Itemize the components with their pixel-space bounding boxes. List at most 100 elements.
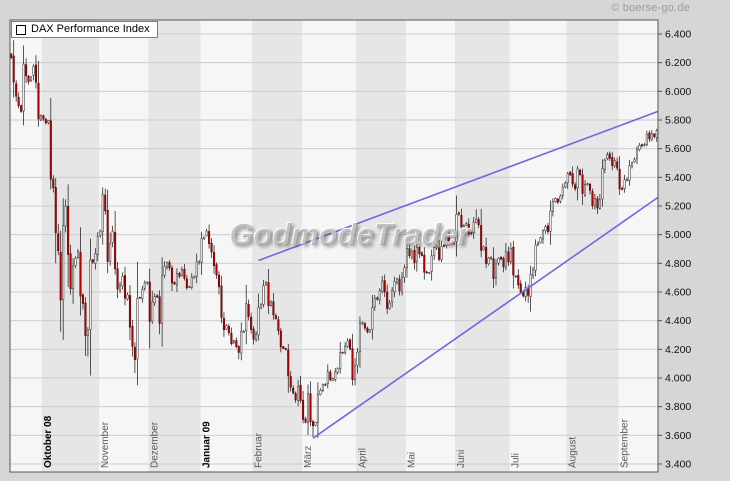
candle-body [180,269,183,276]
candle-body [574,184,577,190]
candle-body [91,259,94,263]
candle-body [96,236,99,255]
candle-body [460,215,463,228]
candle-body [443,244,446,247]
candle-body [64,205,67,227]
candle-body [222,318,225,331]
candle-body [329,371,332,381]
candle-body [603,160,606,170]
candle-body [418,246,421,255]
candle-body [247,304,250,317]
candle-body [618,168,621,190]
candle-body [76,251,80,258]
candle-body [12,55,15,83]
candle-body [396,278,399,283]
candle-body [499,256,502,260]
y-axis-label: 4.800 [665,258,691,270]
candle-body [591,191,594,206]
candle-body [433,247,436,256]
candle-body [25,64,28,77]
candle-body [492,258,495,279]
x-axis-label: Juli [511,453,522,468]
candle-body [86,329,89,336]
candle-body [307,393,310,423]
y-axis-label: 4.000 [665,373,691,385]
y-axis-label: 3.600 [665,430,691,442]
candle-body [79,251,82,297]
candle-body [30,76,33,81]
candle-body [440,246,443,260]
candle-body [532,268,535,276]
candle-body [452,242,455,245]
lower-wedge-line [312,196,659,439]
candle-body [94,253,97,264]
candle-body [541,230,545,240]
candle-body [593,198,596,207]
candle-body [114,232,117,270]
y-axis-label: 5.000 [665,229,691,241]
candle-body [366,327,369,333]
candle-body [462,225,465,227]
candle-body [195,261,198,277]
x-axis: Oktober 08 November Dezember Januar 09 Febru… [43,415,630,468]
candle-body [467,223,470,235]
y-axis-label: 5.200 [665,201,691,213]
candle-body [17,97,20,106]
candles [10,40,658,438]
candle-body [208,231,211,244]
legend-checkbox[interactable] [16,24,26,35]
candle-body [227,326,230,333]
candle-body [109,243,112,262]
candle-body [311,421,314,427]
candle-body [121,275,124,287]
candle-body [383,280,386,293]
candle-body [262,285,265,305]
candle-body [378,290,381,301]
legend: DAX Performance Index [11,21,158,38]
candle-body [354,365,357,380]
candle-body [524,287,527,297]
candle-body [331,378,334,382]
candle-body [292,387,295,394]
copyright: © boerse-go.de [611,2,690,14]
candle-body [470,232,473,234]
candle-body [138,297,141,299]
candle-body [475,219,478,223]
candle-body [237,346,240,353]
candle-body [339,352,342,369]
candle-body [277,319,280,331]
candle-body [635,149,638,159]
candle-body [319,390,322,395]
candle-body [163,266,166,276]
candle-body [193,276,196,279]
y-axis-label: 6.400 [665,29,691,41]
candle-body [601,168,604,200]
candle-body [84,302,87,336]
candle-body [621,188,624,190]
candle-body [314,421,317,426]
candle-body [74,258,77,266]
candle-body [220,285,223,318]
y-axis-label: 6.200 [665,57,691,69]
candle-body [430,255,433,272]
y-axis-label: 3.800 [665,401,691,413]
candle-body [480,225,483,251]
candle-body [596,198,599,209]
candle-body [141,288,144,300]
candle-body [297,386,300,401]
candle-body [435,246,438,249]
trendlines [258,110,659,439]
candle-body [477,219,480,226]
candle-body [225,325,228,330]
candle-body [611,157,614,166]
candle-body [245,303,248,332]
candle-body [287,349,290,377]
candle-body [497,257,500,264]
candle-body [250,316,253,330]
candle-body [44,119,47,124]
candle-body [576,168,579,188]
candle-body [408,248,411,256]
candle-body [626,179,629,181]
